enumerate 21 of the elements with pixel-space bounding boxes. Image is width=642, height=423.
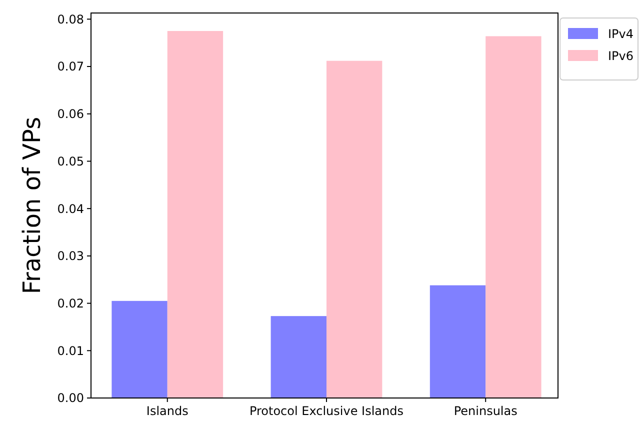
y-tick-label: 0.02 — [57, 296, 84, 310]
y-tick-label: 0.08 — [57, 12, 84, 26]
bar — [486, 36, 542, 398]
bar — [430, 285, 486, 398]
legend-label: IPv6 — [608, 49, 634, 63]
bar — [167, 30, 224, 398]
y-tick-label: 0.05 — [57, 154, 84, 168]
y-tick-label: 0.04 — [57, 202, 84, 216]
legend-label: IPv4 — [608, 27, 634, 41]
y-tick-label: 0.03 — [57, 249, 84, 264]
x-tick-label: Protocol Exclusive Islands — [249, 404, 404, 418]
y-axis-title: Fraction of VPs — [18, 116, 46, 294]
bar — [112, 300, 168, 398]
bar — [270, 316, 326, 398]
bar — [326, 60, 382, 398]
x-tick-label: Peninsulas — [454, 404, 518, 418]
y-tick-label: 0.00 — [57, 391, 84, 406]
y-tick-label: 0.06 — [57, 107, 84, 122]
y-tick-label: 0.07 — [57, 60, 84, 74]
y-tick-label: 0.01 — [57, 344, 84, 358]
x-tick-label: Islands — [146, 404, 188, 418]
